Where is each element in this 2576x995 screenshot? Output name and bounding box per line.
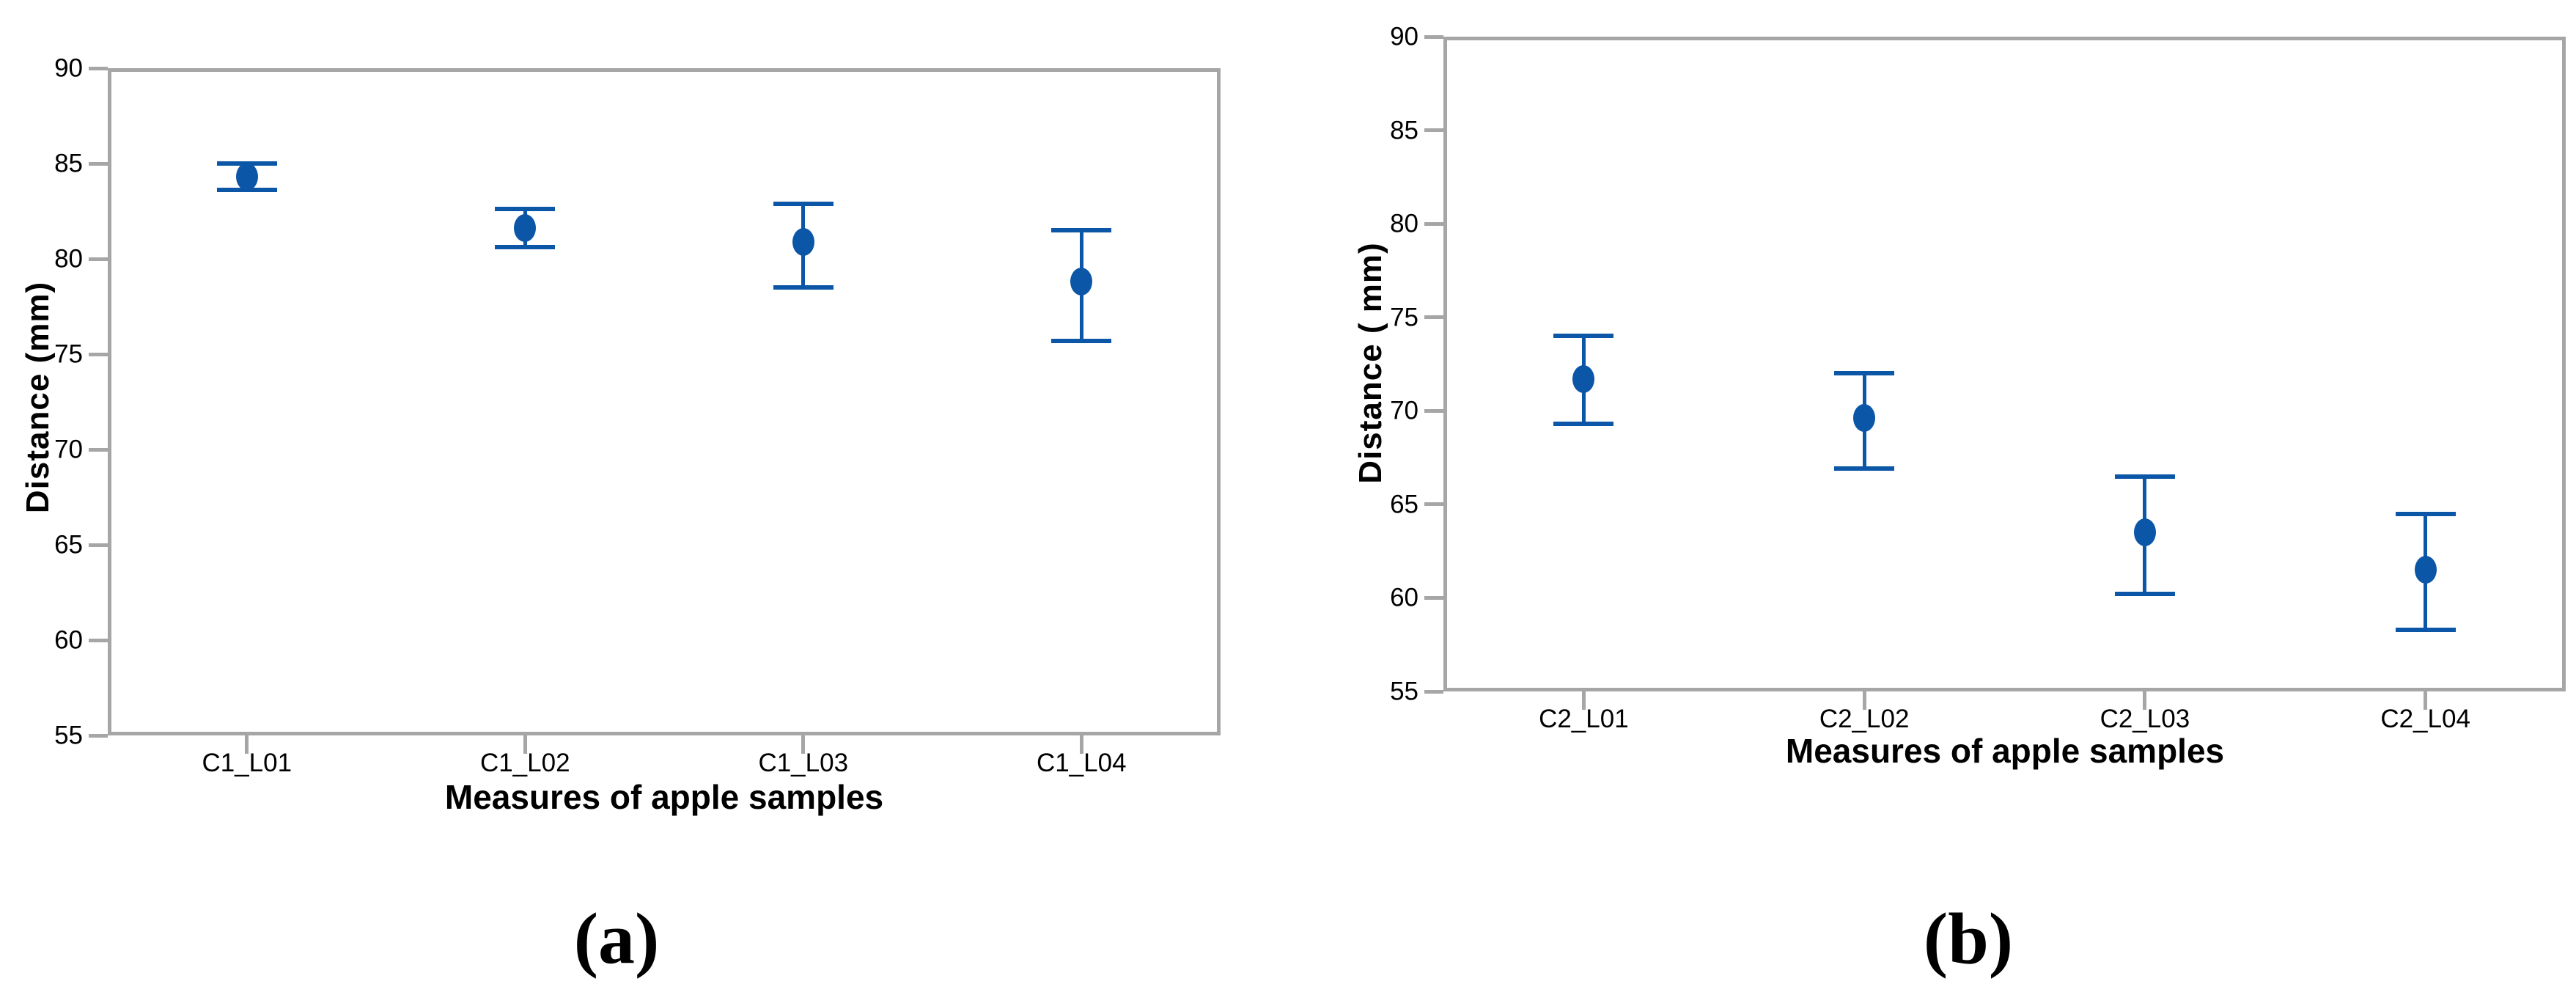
mean-marker — [1070, 268, 1093, 296]
interval-cap-top — [773, 201, 833, 206]
y-tick-label: 85 — [1390, 116, 1418, 145]
y-axis-tick — [89, 447, 108, 452]
mean-marker — [514, 214, 537, 243]
y-axis-tick — [1424, 34, 1443, 39]
plot-area-a — [108, 68, 1221, 735]
interval-cap-top — [2114, 474, 2175, 479]
y-axis-tick — [89, 543, 108, 547]
interval-cap-bottom — [495, 245, 556, 250]
y-axis-title-a: Distance (mm) — [20, 281, 56, 514]
y-tick-label: 70 — [1390, 396, 1418, 425]
y-axis-tick — [1424, 502, 1443, 507]
y-tick-label: 55 — [1390, 677, 1418, 706]
interval-cap-top — [2395, 511, 2456, 516]
interval-cap-top — [1834, 371, 1895, 376]
interval-cap-bottom — [1051, 338, 1112, 343]
y-tick-label: 60 — [1390, 583, 1418, 612]
y-tick-label: 85 — [54, 149, 83, 178]
x-category-label: C1_L01 — [202, 749, 292, 777]
y-tick-label: 75 — [54, 339, 83, 369]
x-axis-tick — [2143, 691, 2147, 710]
x-axis-title-a: Measures of apple samples — [444, 778, 884, 816]
interval-cap-top — [495, 207, 556, 212]
x-axis-tick — [1581, 691, 1586, 710]
y-tick-label: 90 — [54, 54, 83, 83]
mean-marker — [235, 163, 258, 191]
x-axis-title-b: Measures of apple samples — [1785, 732, 2225, 770]
x-category-label: C2_L04 — [2380, 705, 2470, 733]
y-tick-label: 60 — [54, 625, 83, 655]
y-tick-label: 65 — [54, 530, 83, 559]
mean-marker — [2414, 556, 2437, 584]
x-axis-tick — [2424, 691, 2428, 710]
y-axis-tick — [1424, 408, 1443, 413]
mean-marker — [2133, 518, 2156, 547]
y-axis-tick — [89, 638, 108, 642]
interval-cap-bottom — [2114, 592, 2175, 597]
x-axis-tick — [523, 735, 527, 754]
interval-cap-top — [1051, 228, 1112, 232]
y-tick-label: 70 — [54, 435, 83, 464]
y-axis-title-b: Distance ( mm) — [1353, 242, 1388, 484]
y-axis-tick — [1424, 595, 1443, 600]
y-tick-label: 55 — [54, 721, 83, 750]
y-tick-label: 80 — [54, 244, 83, 273]
y-axis-tick — [1424, 689, 1443, 694]
y-tick-label: 80 — [1390, 209, 1418, 238]
y-axis-tick — [89, 161, 108, 166]
y-axis-tick — [89, 733, 108, 738]
y-axis-tick — [89, 257, 108, 261]
x-category-label: C2_L01 — [1539, 705, 1629, 733]
panel-caption-b: (b) — [1923, 897, 2014, 980]
x-category-label: C1_L04 — [1036, 749, 1127, 777]
plot-area-b — [1443, 37, 2566, 691]
interval-cap-bottom — [1553, 422, 1614, 427]
x-category-label: C1_L02 — [479, 749, 570, 777]
mean-marker — [1572, 364, 1595, 393]
y-axis-tick — [1424, 221, 1443, 226]
x-category-label: C2_L03 — [2100, 705, 2190, 733]
mean-marker — [1853, 404, 1876, 433]
x-category-label: C1_L03 — [758, 749, 849, 777]
interval-cap-bottom — [1834, 466, 1895, 471]
y-axis-tick — [1424, 315, 1443, 320]
y-axis-tick — [89, 352, 108, 356]
panel-caption-a: (a) — [573, 897, 660, 980]
y-tick-label: 90 — [1390, 22, 1418, 51]
x-axis-tick — [245, 735, 249, 754]
interval-cap-bottom — [2395, 627, 2456, 632]
interval-cap-bottom — [773, 285, 833, 290]
x-axis-tick — [1862, 691, 1866, 710]
y-axis-tick — [1424, 128, 1443, 133]
x-category-label: C2_L02 — [1819, 705, 1910, 733]
x-axis-tick — [801, 735, 806, 754]
y-tick-label: 75 — [1390, 303, 1418, 332]
y-tick-label: 65 — [1390, 490, 1418, 519]
interval-cap-top — [1553, 334, 1614, 339]
x-axis-tick — [1079, 735, 1083, 754]
mean-marker — [792, 227, 814, 256]
y-axis-tick — [89, 66, 108, 70]
